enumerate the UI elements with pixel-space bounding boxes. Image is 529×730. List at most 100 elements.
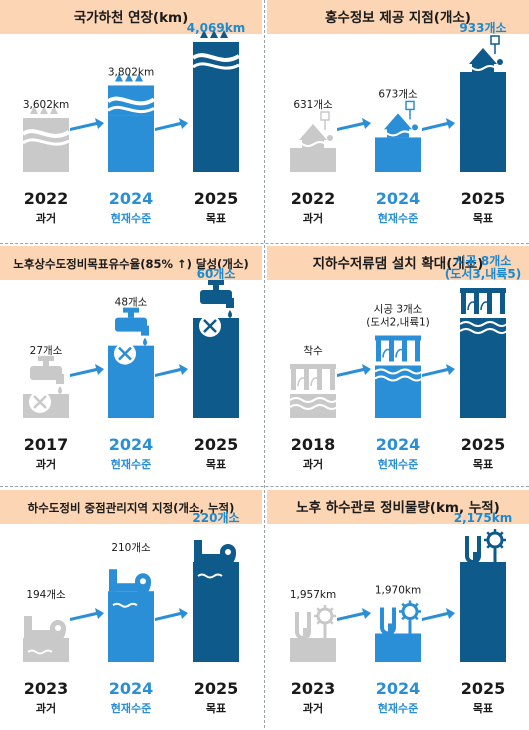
- bar: [290, 148, 336, 172]
- bar: [108, 591, 154, 662]
- tick-label: 2018: [291, 435, 336, 454]
- tick-label: 2025: [194, 189, 239, 208]
- arrow-icon: [422, 118, 455, 131]
- horizontal-divider: [0, 486, 529, 487]
- tick-label: 2025: [461, 679, 506, 698]
- bar: [108, 115, 154, 172]
- tick-sublabel: 과거: [36, 701, 56, 715]
- bar: [290, 638, 336, 662]
- bar-group: 착수 2018 과거: [289, 345, 338, 471]
- bar: [375, 365, 421, 418]
- tick-sublabel: 현재수준: [111, 211, 151, 225]
- bar-group: 48개소 2024 현재수준: [108, 297, 154, 471]
- arrow-icon: [70, 364, 104, 377]
- bar-group: 933개소 2025 목표: [459, 21, 508, 225]
- data-label: (도서2,내륙1): [366, 317, 430, 329]
- arrow-icon: [70, 608, 104, 621]
- tick-label: 2023: [291, 679, 336, 698]
- faucet-icon: [199, 280, 234, 337]
- data-label: 27개소: [30, 345, 63, 357]
- bar-chart: 지하수저류댐 설치 확대(개소) 착수 2018 과거 시공 3개소(도서2,내륙1) 2…: [267, 246, 529, 472]
- horizontal-divider: [0, 243, 529, 244]
- bar-group: 3,602km 2022 과거: [21, 99, 71, 225]
- chart-title: 홍수정보 제공 지점(개소): [325, 9, 471, 26]
- data-label: 2,175km: [454, 511, 512, 525]
- bar-group: 210개소 2024 현재수준: [108, 542, 154, 715]
- bar-group: 2,175km 2025 목표: [454, 511, 512, 715]
- data-label: 1,957km: [290, 589, 336, 601]
- river-icon: [21, 106, 71, 148]
- bar-group: 60개소 2025 목표: [193, 267, 239, 471]
- tick-sublabel: 현재수준: [378, 211, 418, 225]
- pipe-gear-icon: [295, 605, 336, 640]
- bar-chart: 노후상수도정비목표유수율(85% ↑) 달성(개소) 27개소 2017 과거 48개소…: [0, 246, 262, 471]
- tick-sublabel: 목표: [206, 702, 226, 715]
- data-label: 착수: [303, 345, 323, 357]
- tick-sublabel: 과거: [303, 701, 323, 715]
- bar: [460, 318, 506, 418]
- chart-title: 지하수저류댐 설치 확대(개소): [313, 255, 484, 272]
- tick-sublabel: 목표: [473, 212, 493, 225]
- chart-title: 국가하천 연장(km): [74, 9, 189, 26]
- bar: [375, 633, 421, 662]
- tick-label: 2022: [24, 189, 69, 208]
- tick-label: 2024: [109, 435, 154, 454]
- tick-sublabel: 목표: [473, 702, 493, 715]
- data-label: 1,970km: [375, 584, 421, 596]
- tick-sublabel: 과거: [36, 457, 56, 471]
- tick-label: 2024: [109, 679, 154, 698]
- data-label: 220개소: [192, 511, 239, 525]
- panel-flood-info: 홍수정보 제공 지점(개소) 631개소 2022 과거 673개소 2024 현재수준 93…: [267, 0, 529, 240]
- pipe-gear-icon: [380, 600, 421, 636]
- bar-chart: 하수도정비 중점관리지역 지정(개소, 누적)194개소2023과거210개소2…: [0, 490, 262, 715]
- bar-chart: 노후 하수관로 정비물량(km, 누적) 1,957km 2023 과거 1,970km…: [267, 490, 529, 715]
- arrow-icon: [422, 364, 455, 377]
- tick-label: 2024: [109, 189, 154, 208]
- tick-sublabel: 과거: [303, 457, 323, 471]
- chart-header: [0, 246, 262, 280]
- data-label: 3,802km: [108, 66, 154, 78]
- tick-label: 2024: [376, 679, 421, 698]
- data-label: 210개소: [111, 542, 151, 554]
- arrow-icon: [422, 608, 455, 621]
- pipe-gear-icon: [465, 529, 506, 564]
- chart-header: [267, 490, 529, 524]
- chart-header: [0, 490, 262, 524]
- data-label: 3,602km: [23, 99, 69, 111]
- bar-group: 시공 3개소(도서2,내륙1) 2024 현재수준: [366, 304, 430, 472]
- chart-header: [0, 0, 262, 34]
- bar-group: 시공 8개소(도서3,내륙5) 2025 목표: [445, 254, 521, 471]
- panel-sewer-region: 하수도정비 중점관리지역 지정(개소, 누적) 194개소 2023 과거 210개소 2…: [0, 490, 262, 730]
- faucet-icon: [29, 356, 64, 413]
- tick-label: 2025: [461, 435, 506, 454]
- dam-icon: [374, 335, 423, 382]
- sewer-pin-icon: [194, 540, 236, 579]
- arrow-icon: [155, 608, 188, 621]
- panel-water-supply: 노후상수도정비목표유수율(85% ↑) 달성(개소) 27개소 2017 과거 48개소…: [0, 246, 262, 486]
- chart-header: [267, 0, 529, 34]
- tick-sublabel: 과거: [303, 211, 323, 225]
- flood-house-icon: [459, 35, 508, 72]
- tick-label: 2017: [24, 435, 69, 454]
- tick-sublabel: 현재수준: [378, 701, 418, 715]
- data-label: 48개소: [115, 297, 148, 309]
- tick-label: 2023: [24, 679, 69, 698]
- data-label: 4,069km: [187, 21, 245, 35]
- bar: [375, 137, 421, 172]
- sewer-pin-icon: [109, 569, 151, 608]
- tick-sublabel: 현재수준: [111, 701, 151, 715]
- sewer-pin-icon: [24, 616, 66, 655]
- dam-icon: [289, 364, 338, 410]
- bar: [460, 72, 506, 172]
- arrow-icon: [337, 364, 371, 377]
- data-label: 631개소: [293, 99, 333, 111]
- bar-group: 3,802km 2024 현재수준: [106, 66, 156, 225]
- arrow-icon: [155, 118, 188, 131]
- tick-label: 2025: [194, 435, 239, 454]
- bar-group: 1,970km 2024 현재수준: [375, 584, 421, 715]
- tick-sublabel: 목표: [206, 212, 226, 225]
- bar-chart: 홍수정보 제공 지점(개소) 631개소 2022 과거 673개소 2024 현재수준 93…: [267, 0, 529, 225]
- panel-national-river: 국가하천 연장(km) 3,602km 2022 과거 3,802km 2024 현재수준 4…: [0, 0, 262, 240]
- tick-sublabel: 목표: [206, 458, 226, 471]
- bar-group: 673개소 2024 현재수준: [374, 88, 423, 225]
